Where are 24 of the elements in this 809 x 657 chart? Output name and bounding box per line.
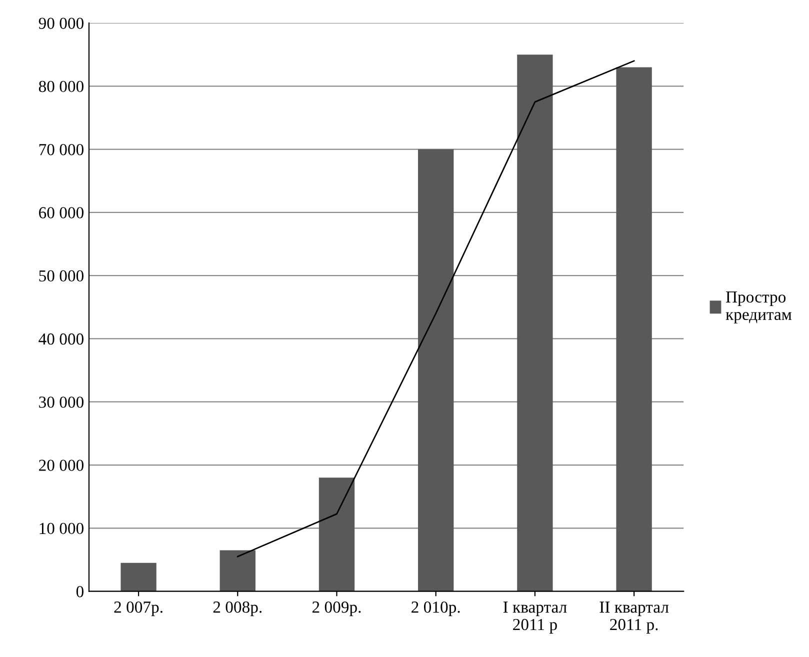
bar bbox=[517, 54, 553, 592]
y-tick-label: 50 000 bbox=[39, 270, 84, 282]
y-tick-label: 80 000 bbox=[38, 80, 84, 92]
y-tick-label: 30 000 bbox=[39, 396, 84, 408]
y-tick-label: 20 000 bbox=[39, 460, 84, 471]
x-tick-label: 2 007р. bbox=[114, 602, 162, 616]
y-tick-label: 90 000 bbox=[38, 18, 84, 29]
x-tick-label: I квартал 2011 р bbox=[503, 602, 567, 634]
bar bbox=[120, 562, 156, 592]
y-tick-label: 60 000 bbox=[39, 207, 84, 218]
bar bbox=[418, 149, 454, 592]
legend-label: Простро кредитам bbox=[726, 292, 792, 324]
y-tick-label: 10 000 bbox=[40, 522, 84, 534]
x-tick-label: 2 008р. bbox=[213, 602, 262, 616]
x-tick-label: 2 010р. bbox=[412, 602, 460, 616]
x-tick-label: 2 009р. bbox=[312, 602, 361, 616]
line-series bbox=[236, 60, 635, 558]
x-tick-label: II квартал 2011 р. bbox=[600, 602, 669, 634]
bar bbox=[616, 67, 652, 592]
bar bbox=[318, 478, 355, 592]
y-tick-label: 40 000 bbox=[38, 333, 84, 345]
bar bbox=[220, 550, 256, 592]
y-tick-label: 70 000 bbox=[39, 144, 84, 156]
y-tick-label: 0 bbox=[76, 586, 84, 598]
